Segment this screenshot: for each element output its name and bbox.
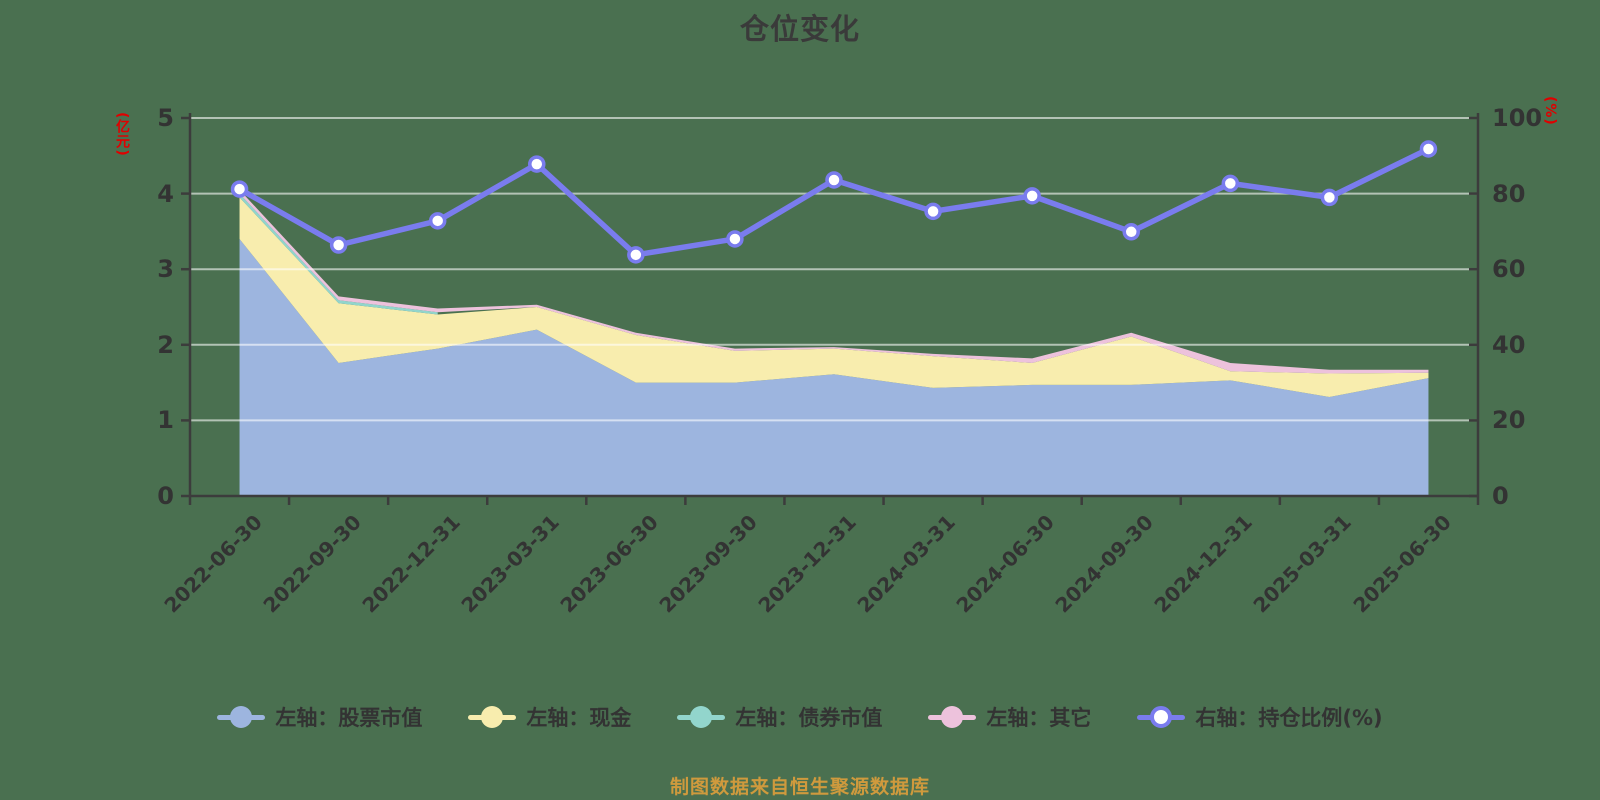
chart-legend: 左轴：股票市值 左轴：现金 左轴：债券市值 左轴：其它 右轴：持仓比例(%) xyxy=(0,702,1600,732)
legend-item-2[interactable]: 左轴：债券市值 xyxy=(677,702,882,732)
data-point-marker xyxy=(1419,140,1438,158)
y-axis-label-left: 3 xyxy=(157,255,174,284)
data-point-marker xyxy=(1023,187,1041,205)
y-axis-label-right: 80 xyxy=(1492,179,1526,208)
legend-item-1[interactable]: 左轴：现金 xyxy=(468,702,631,732)
chart-footer: 制图数据来自恒生聚源数据库 xyxy=(669,776,930,798)
legend-area-marker-icon xyxy=(677,706,726,728)
y-axis-label-left: 5 xyxy=(157,104,174,132)
y-axis-label-left: 4 xyxy=(157,179,174,208)
y-axis-label-right: 20 xyxy=(1492,406,1526,435)
legend-area-marker-icon xyxy=(217,706,266,728)
legend-label: 左轴：股票市值 xyxy=(275,706,423,730)
data-point-marker xyxy=(1221,174,1240,193)
legend-area-marker-icon xyxy=(468,706,517,728)
chart-title: 仓位变化 xyxy=(739,12,860,46)
data-point-marker xyxy=(329,236,348,254)
y-axis-label-left: 0 xyxy=(157,482,174,510)
y-axis-label-right: 40 xyxy=(1492,330,1526,359)
legend-label: 左轴：现金 xyxy=(526,706,632,730)
y-axis-label-right: 100 xyxy=(1492,104,1543,132)
data-point-marker xyxy=(627,246,645,264)
data-point-marker xyxy=(528,155,546,173)
data-point-marker xyxy=(726,230,744,248)
legend-item-0[interactable]: 左轴：股票市值 xyxy=(217,702,422,732)
right-axis-unit-label: (%) xyxy=(1542,96,1558,126)
data-point-marker xyxy=(924,202,942,221)
data-point-marker xyxy=(1320,188,1339,207)
legend-item-3[interactable]: 左轴：其它 xyxy=(928,702,1091,732)
data-point-marker xyxy=(230,180,249,198)
legend-item-4[interactable]: 右轴：持仓比例(%) xyxy=(1137,702,1383,732)
legend-label: 右轴：持仓比例(%) xyxy=(1195,706,1383,730)
legend-area-marker-icon xyxy=(928,706,977,728)
data-point-marker xyxy=(1122,223,1140,241)
area-series-1 xyxy=(239,197,1429,397)
y-axis-label-left: 2 xyxy=(157,330,174,359)
data-point-marker xyxy=(825,171,843,189)
y-axis-label-right: 0 xyxy=(1492,482,1509,510)
legend-line-marker-icon xyxy=(1137,706,1186,728)
left-axis-unit-label: (亿元) xyxy=(114,112,130,157)
line-series xyxy=(236,146,1432,258)
y-axis-label-left: 1 xyxy=(157,406,174,435)
area-series-0 xyxy=(239,238,1429,496)
legend-label: 左轴：其它 xyxy=(986,706,1092,730)
y-axis-label-right: 60 xyxy=(1492,255,1526,284)
data-point-marker xyxy=(428,212,447,230)
legend-label: 左轴：债券市值 xyxy=(735,706,883,730)
